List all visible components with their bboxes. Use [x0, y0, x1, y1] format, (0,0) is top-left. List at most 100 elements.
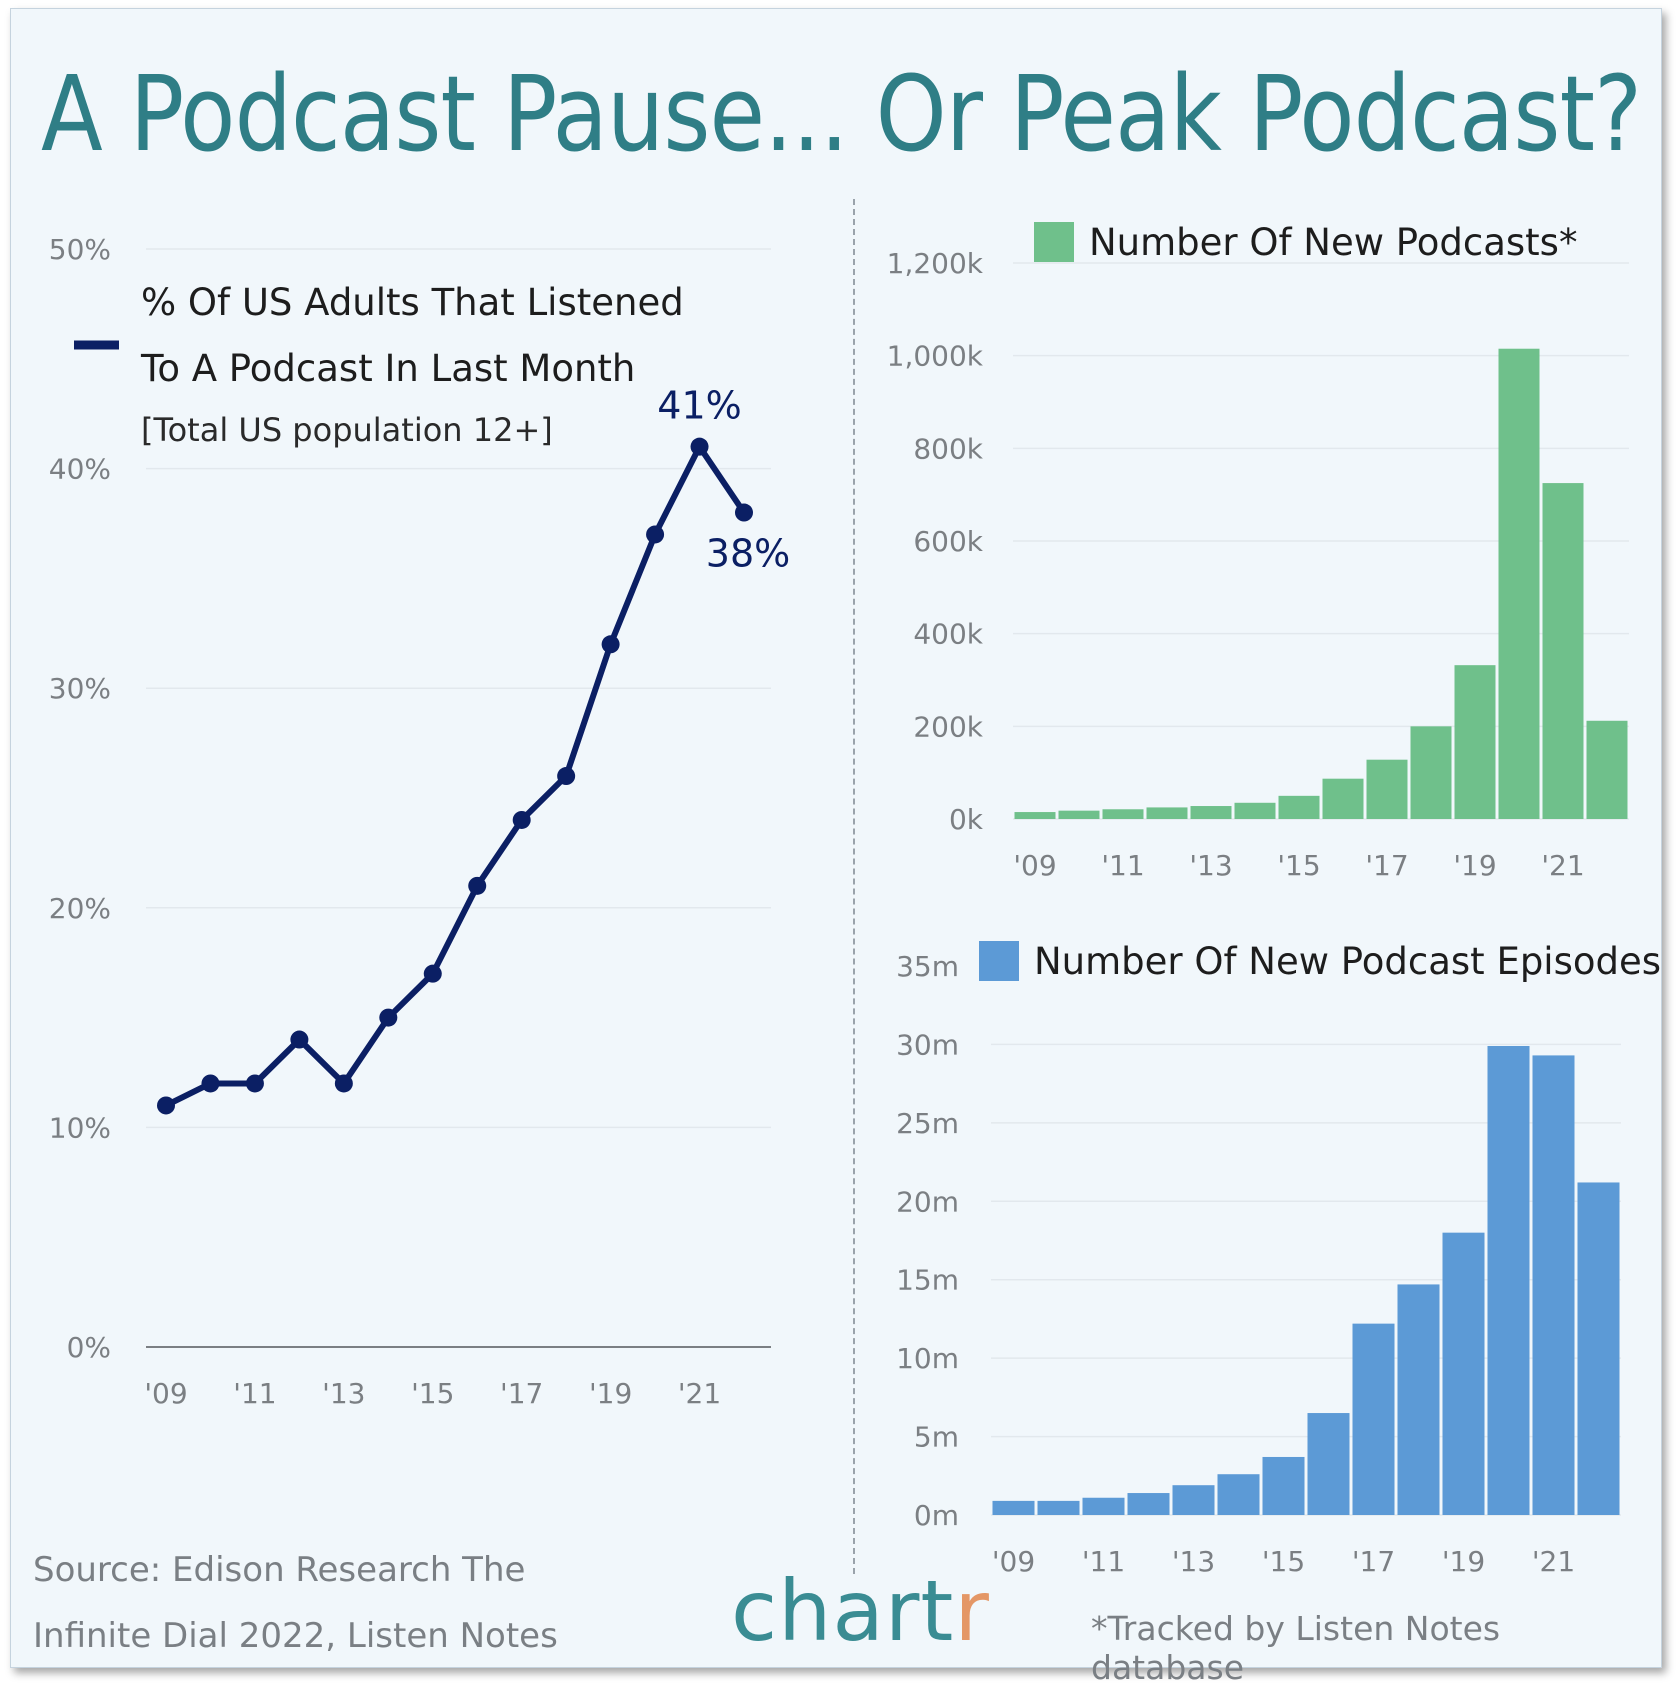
legend-label: Number Of New Podcasts* — [1089, 221, 1577, 264]
x-tick-label: '19 — [589, 1377, 632, 1410]
bar — [1397, 1284, 1440, 1515]
y-tick-label: 600k — [913, 525, 983, 558]
bar — [1366, 759, 1408, 819]
x-tick-label: '17 — [1352, 1545, 1395, 1578]
x-tick-label: '17 — [1365, 849, 1408, 882]
x-tick-label: '15 — [411, 1377, 454, 1410]
bar — [1037, 1500, 1080, 1515]
y-tick-label: 0k — [949, 803, 984, 836]
y-tick-label: 20% — [49, 892, 111, 925]
x-tick-label: '11 — [1101, 849, 1144, 882]
bar — [1542, 483, 1584, 819]
bar — [1190, 806, 1232, 819]
y-tick-label: 1,200k — [887, 247, 984, 280]
bar — [1146, 807, 1188, 819]
data-point — [601, 635, 620, 654]
data-point — [512, 810, 531, 829]
data-point — [690, 437, 709, 456]
bar — [1442, 1232, 1485, 1515]
data-point — [334, 1074, 353, 1093]
x-tick-label: '17 — [500, 1377, 543, 1410]
x-tick-label: '21 — [678, 1377, 721, 1410]
legend-swatch — [1034, 222, 1074, 262]
data-point — [646, 525, 665, 544]
x-tick-label: '09 — [1013, 849, 1056, 882]
bar — [1352, 1323, 1395, 1515]
data-point — [290, 1030, 309, 1049]
x-tick-label: '09 — [144, 1377, 187, 1410]
y-tick-label: 50% — [49, 233, 111, 266]
x-tick-label: '11 — [233, 1377, 276, 1410]
x-tick-label: '19 — [1453, 849, 1496, 882]
chartr-logo: chartr — [731, 1569, 990, 1653]
data-point — [245, 1074, 264, 1093]
line-chart-listeners: 0% 10% 20% 30% 40% 50% '09 '11 '13 '15 '17 '19 '21 % … — [49, 233, 790, 1410]
legend-label-line-2: To A Podcast In Last Month — [140, 347, 635, 390]
bar — [1234, 802, 1276, 819]
bar-chart-new-episodes: 0m 5m 10m 15m 20m 25m 30m 35m '09 '11 '13 '15 '17 '19… — [896, 940, 1661, 1578]
chart-subtitle: [Total US population 12+] — [141, 411, 553, 449]
y-tick-label: 10% — [49, 1111, 111, 1144]
logo-accent: r — [954, 1562, 990, 1660]
data-point — [201, 1074, 220, 1093]
data-point — [468, 876, 487, 895]
bar — [1498, 348, 1540, 819]
x-tick-label: '15 — [1262, 1545, 1305, 1578]
bar — [1410, 726, 1452, 819]
bar — [1014, 812, 1056, 819]
y-tick-label: 25m — [896, 1107, 959, 1140]
bar — [1172, 1485, 1215, 1515]
annotation-peak: 41% — [657, 384, 741, 428]
x-tick-label: '15 — [1277, 849, 1320, 882]
y-tick-label: 30m — [896, 1028, 959, 1061]
source-note: Source: Edison Research The Infinite Dia… — [33, 1537, 593, 1669]
data-point — [423, 964, 442, 983]
bar — [1307, 1413, 1350, 1515]
data-point — [379, 1008, 398, 1027]
bar — [1127, 1493, 1170, 1515]
bar — [1278, 795, 1320, 819]
x-tick-label: '13 — [1172, 1545, 1215, 1578]
y-tick-label: 20m — [896, 1185, 959, 1218]
y-tick-label: 15m — [896, 1264, 959, 1297]
data-point — [557, 767, 576, 786]
bar — [992, 1500, 1035, 1515]
bar — [1217, 1474, 1260, 1515]
x-tick-label: '11 — [1082, 1545, 1125, 1578]
series-line — [163, 443, 747, 1109]
bar — [1487, 1045, 1530, 1515]
bar — [1082, 1497, 1125, 1515]
y-tick-label: 0% — [67, 1331, 111, 1364]
legend-label: Number Of New Podcast Episodes* — [1034, 940, 1661, 983]
data-point — [157, 1096, 175, 1115]
footnote: *Tracked by Listen Notes database — [1091, 1609, 1501, 1687]
legend-label-line-1: % Of US Adults That Listened — [141, 281, 684, 324]
x-tick-label: '13 — [322, 1377, 365, 1410]
y-tick-label: 800k — [913, 432, 983, 465]
bar-chart-new-podcasts: 0k 200k 400k 600k 800k 1,000k 1,200k '09 '11 '13 '… — [887, 221, 1629, 882]
bar — [1102, 809, 1144, 819]
data-point — [735, 503, 753, 522]
bar — [1322, 778, 1364, 819]
y-tick-label: 35m — [896, 950, 959, 983]
bar — [1454, 665, 1496, 819]
y-tick-label: 200k — [913, 710, 983, 743]
y-tick-label: 40% — [49, 453, 111, 486]
chart-card: A Podcast Pause... Or Peak Podcast? 0% 10… — [10, 8, 1662, 1687]
bar — [1586, 720, 1628, 819]
y-tick-label: 5m — [914, 1421, 959, 1454]
legend-swatch — [979, 941, 1019, 981]
x-tick-label: '21 — [1532, 1545, 1575, 1578]
y-tick-label: 1,000k — [887, 340, 984, 373]
panel-divider — [853, 199, 855, 1574]
annotation-latest: 38% — [706, 532, 790, 576]
x-tick-label: '21 — [1541, 849, 1584, 882]
x-tick-label: '09 — [992, 1545, 1035, 1578]
page-title: A Podcast Pause... Or Peak Podcast? — [41, 53, 1642, 175]
x-tick-label: '19 — [1442, 1545, 1485, 1578]
y-tick-label: 0m — [914, 1499, 959, 1532]
logo-main: chart — [731, 1562, 955, 1660]
source-line-2: Infinite Dial 2022, Listen Notes — [33, 1616, 558, 1656]
bar — [1577, 1182, 1620, 1515]
y-tick-label: 400k — [913, 618, 983, 651]
